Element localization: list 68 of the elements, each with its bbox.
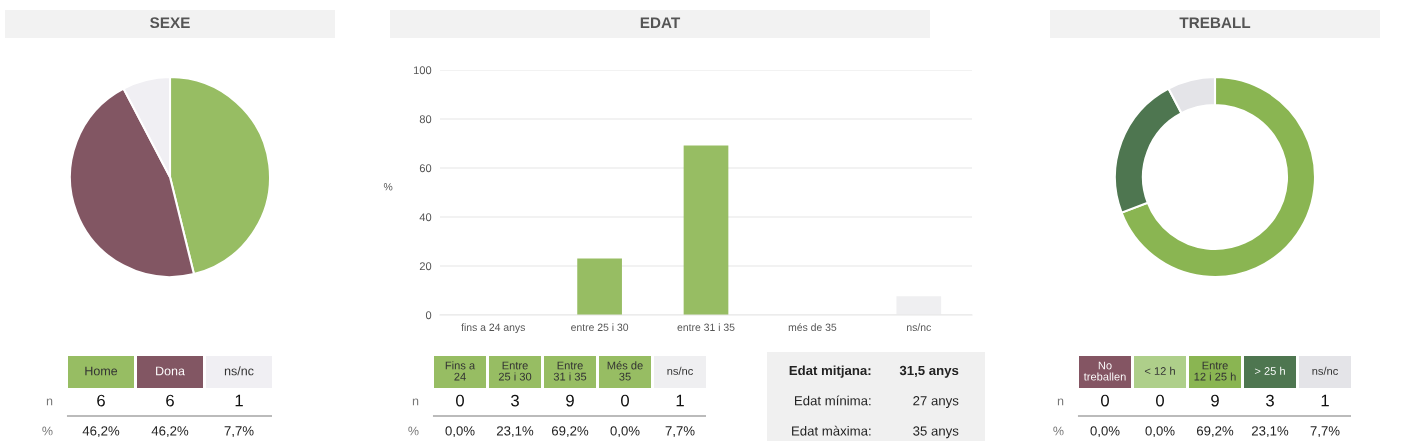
text: % — [42, 426, 53, 436]
y-tick-label: 0 — [425, 311, 432, 320]
x-tick-label: ns/nc — [907, 323, 931, 331]
bar — [683, 145, 729, 315]
text: % — [1053, 426, 1064, 436]
text: 7,7% — [665, 426, 695, 438]
text: 9 — [566, 394, 574, 407]
text: n — [46, 398, 53, 406]
text: 0 — [621, 394, 629, 407]
text: 6 — [166, 394, 174, 407]
text: 1 — [1321, 394, 1329, 407]
text: n — [1057, 398, 1064, 406]
y-tick-label: 20 — [419, 262, 432, 271]
text: Entre 12 i 25 h — [1194, 361, 1236, 381]
text: Més de 35 — [607, 361, 643, 381]
y-tick-label: 100 — [413, 66, 432, 75]
text: Fins a 24 — [445, 361, 476, 381]
text: 0,0% — [445, 426, 475, 438]
text: 0,0% — [1145, 426, 1175, 438]
text: 69,2% — [1196, 426, 1234, 438]
text: 0 — [456, 394, 464, 407]
text: 0,0% — [1090, 426, 1120, 438]
text: 46,2% — [82, 426, 120, 438]
text: ns/nc — [1312, 366, 1338, 375]
text: Entre 31 i 35 — [553, 361, 587, 381]
text: 27 anys — [913, 396, 959, 408]
text: 9 — [1211, 394, 1219, 407]
text: 1 — [235, 394, 243, 407]
text: 3 — [1266, 394, 1274, 407]
y-tick-label: 80 — [419, 115, 432, 124]
x-tick-label: entre 25 i 30 — [571, 323, 629, 331]
chart-title: TREBALL — [1179, 17, 1251, 28]
text: 46,2% — [151, 426, 189, 438]
text: 7,7% — [1310, 426, 1340, 438]
text: No treballen — [1083, 361, 1126, 381]
text: 3 — [511, 394, 519, 407]
text: 23,1% — [496, 426, 534, 438]
text: 0,0% — [610, 426, 640, 438]
chart-title: EDAT — [640, 17, 681, 28]
text: 7,7% — [224, 426, 254, 438]
y-tick-label: 60 — [419, 164, 432, 173]
text: 0 — [1101, 394, 1109, 407]
x-tick-label: més de 35 — [788, 323, 837, 331]
text: 69,2% — [551, 426, 589, 438]
chart-title: SEXE — [150, 17, 190, 29]
text: Edat mínima: — [795, 395, 871, 406]
text: 23,1% — [1251, 426, 1289, 438]
text: ns/nc — [224, 366, 254, 376]
text: 35 anys — [913, 426, 959, 439]
text: 6 — [97, 394, 105, 407]
x-tick-label: fins a 24 anys — [461, 323, 525, 334]
y-tick-label: 40 — [419, 213, 432, 222]
text: % — [408, 426, 419, 436]
text: 31,5 anys — [899, 365, 959, 378]
text: 0 — [1156, 394, 1164, 407]
text: Home — [85, 366, 118, 376]
y-axis-title: % — [383, 183, 393, 191]
text: Edat màxima: — [792, 425, 871, 436]
bar — [577, 258, 622, 315]
text: ns/nc — [667, 366, 693, 375]
text: n — [412, 398, 419, 406]
text: < 12 h — [1144, 366, 1175, 375]
text: 1 — [676, 394, 684, 407]
text: Entre 25 i 30 — [498, 361, 532, 381]
text: > 25 h — [1254, 366, 1285, 375]
text: Dona — [156, 366, 185, 376]
text: Edat mitjana: — [789, 365, 871, 378]
x-tick-label: entre 31 i 35 — [677, 323, 735, 331]
